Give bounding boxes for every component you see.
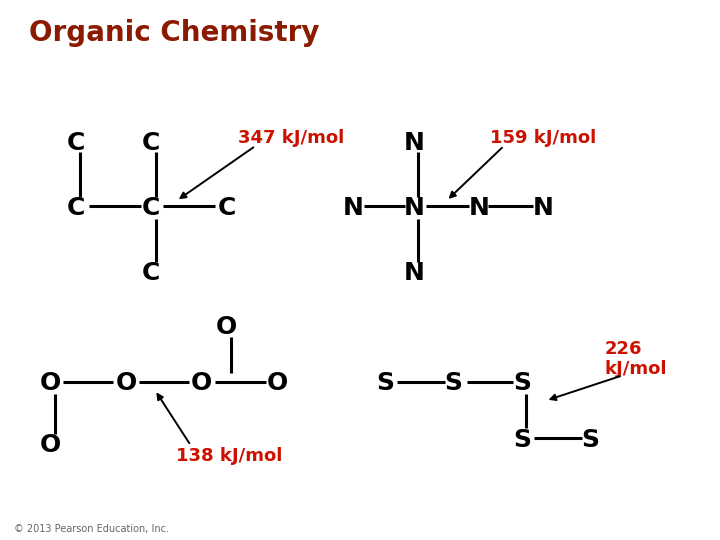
Text: O: O: [40, 434, 61, 457]
Text: C: C: [66, 131, 85, 155]
Text: N: N: [534, 196, 554, 220]
Text: O: O: [191, 372, 212, 395]
Text: C: C: [217, 196, 236, 220]
Text: C: C: [142, 131, 161, 155]
Text: O: O: [115, 372, 137, 395]
Text: N: N: [343, 196, 363, 220]
Text: N: N: [404, 261, 424, 285]
Text: N: N: [404, 131, 424, 155]
Text: 347 kJ/mol: 347 kJ/mol: [238, 129, 344, 147]
Text: 226
kJ/mol: 226 kJ/mol: [605, 340, 667, 379]
Text: C: C: [66, 196, 85, 220]
Text: O: O: [216, 315, 238, 339]
Text: S: S: [582, 428, 599, 452]
Text: © 2013 Pearson Education, Inc.: © 2013 Pearson Education, Inc.: [14, 523, 169, 534]
Text: C: C: [142, 196, 161, 220]
Text: C: C: [142, 261, 161, 285]
Text: N: N: [469, 196, 489, 220]
Text: Organic Chemistry: Organic Chemistry: [29, 19, 319, 47]
Text: O: O: [266, 372, 288, 395]
Text: N: N: [404, 196, 424, 220]
Text: 159 kJ/mol: 159 kJ/mol: [490, 129, 596, 147]
Text: O: O: [40, 372, 61, 395]
Text: S: S: [513, 372, 531, 395]
Text: 138 kJ/mol: 138 kJ/mol: [176, 447, 283, 465]
Text: S: S: [377, 372, 395, 395]
Text: S: S: [513, 428, 531, 452]
Text: S: S: [445, 372, 463, 395]
